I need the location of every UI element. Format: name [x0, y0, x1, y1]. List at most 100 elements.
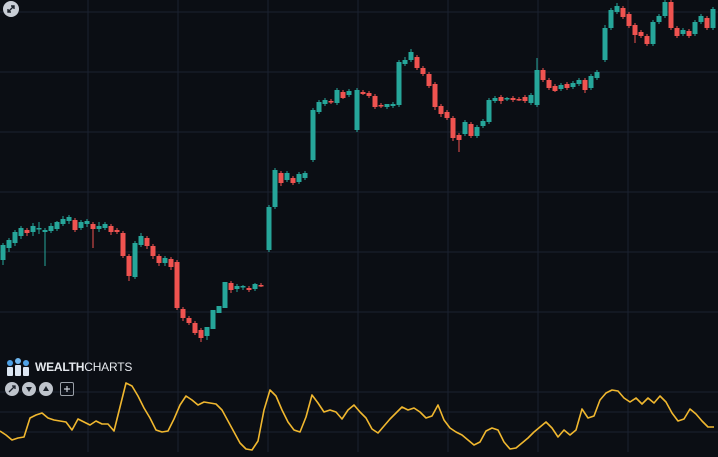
candle-body — [662, 2, 668, 16]
candle-body — [710, 9, 716, 28]
candle-body — [602, 28, 608, 60]
candle-body — [632, 25, 638, 35]
move-down-icon[interactable] — [22, 382, 36, 396]
candle-body — [72, 220, 78, 230]
candle-body — [528, 95, 534, 103]
candle-body — [90, 224, 96, 229]
candle-body — [594, 72, 600, 78]
move-up-icon[interactable] — [39, 382, 53, 396]
candle-body — [144, 238, 150, 246]
candle-body — [108, 226, 114, 232]
candle-body — [546, 80, 552, 88]
candle-body — [462, 122, 468, 134]
oscillator-line — [0, 382, 714, 451]
candle-body — [468, 124, 474, 136]
candle-body — [432, 84, 438, 107]
candle-body — [138, 236, 144, 245]
candle-body — [384, 104, 390, 107]
candle-body — [48, 226, 54, 231]
candle-body — [396, 62, 402, 105]
candle-body — [402, 60, 408, 64]
candle-body — [284, 173, 290, 180]
candle-body — [692, 22, 698, 34]
collapse-pane-icon[interactable] — [5, 382, 19, 396]
candle-body — [614, 6, 620, 12]
candle-body — [608, 10, 614, 28]
candle-body — [540, 70, 546, 80]
candle-body — [420, 68, 426, 74]
candle-body — [346, 91, 352, 95]
candle-body — [644, 36, 650, 44]
candle-body — [0, 245, 6, 260]
candle-body — [12, 232, 18, 243]
brand-bold: WEALTH — [35, 360, 85, 374]
candle-body — [126, 256, 132, 276]
candle-body — [168, 259, 174, 267]
candle-body — [414, 57, 420, 68]
candle-body — [258, 285, 264, 287]
candle-body — [558, 85, 564, 89]
add-pane-icon[interactable] — [60, 382, 74, 396]
candle-body — [120, 233, 126, 256]
candle-body — [192, 323, 198, 333]
candle-body — [102, 224, 108, 228]
candle-body — [360, 92, 366, 94]
candle-body — [156, 256, 162, 263]
candle-body — [408, 52, 414, 60]
collapse-arrows-glyph — [7, 5, 15, 13]
candle-body — [680, 30, 686, 34]
candle-body — [180, 309, 186, 318]
candle-body — [626, 14, 632, 26]
candle-body — [210, 310, 216, 329]
oscillator-pane — [0, 382, 714, 451]
collapse-arrows-icon[interactable] — [3, 1, 19, 17]
candle-body — [576, 80, 582, 84]
candle-body — [234, 286, 240, 289]
pane-controls — [5, 382, 74, 396]
candle-body — [656, 16, 662, 22]
candle-body — [18, 228, 24, 236]
brand-watermark: WEALTHCHARTS — [5, 355, 132, 379]
candle-body — [638, 32, 644, 36]
candle-body — [668, 2, 674, 28]
candle-body — [704, 18, 710, 28]
candle-body — [486, 100, 492, 122]
candle-body — [498, 97, 504, 101]
candle-body — [480, 121, 486, 126]
candle-body — [552, 86, 558, 91]
candle-body — [474, 127, 480, 136]
candle-body — [278, 173, 284, 183]
candle-body — [78, 222, 84, 228]
candle-body — [96, 226, 102, 229]
candle-body — [444, 112, 450, 118]
candle-body — [162, 258, 168, 263]
candle-body — [390, 104, 396, 106]
candle-body — [510, 98, 516, 100]
candle-body — [174, 262, 180, 308]
candle-body — [438, 106, 444, 114]
candle-body — [24, 230, 30, 233]
candle-body — [492, 98, 498, 101]
candle-body — [588, 76, 594, 88]
candle-body — [186, 318, 192, 323]
candle-body — [534, 70, 540, 105]
candle-body — [150, 246, 156, 256]
candle-body — [516, 99, 522, 101]
candle-body — [84, 221, 90, 224]
price-candles — [0, 0, 716, 342]
candle-body — [328, 101, 334, 103]
candle-body — [240, 286, 246, 288]
candle-body — [204, 327, 210, 336]
candle-body — [132, 243, 138, 277]
candle-body — [42, 230, 48, 232]
candle-body — [450, 118, 456, 138]
candle-body — [36, 228, 42, 230]
candle-body — [378, 105, 384, 107]
candle-body — [252, 284, 258, 289]
candle-body — [334, 90, 340, 103]
candle-body — [246, 288, 252, 290]
candle-body — [222, 282, 228, 308]
